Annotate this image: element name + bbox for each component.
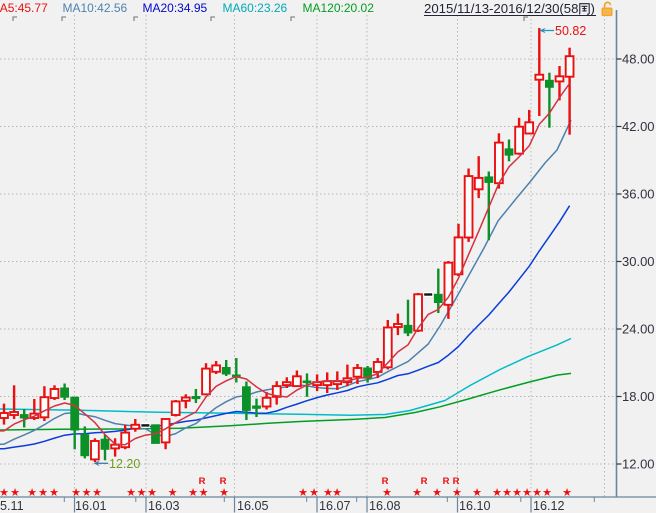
svg-text:★: ★ [502,487,512,499]
svg-text:R: R [382,476,389,487]
svg-text:★: ★ [188,487,198,499]
svg-text:18.00: 18.00 [622,389,655,404]
svg-text:42.00: 42.00 [622,119,655,134]
svg-text:★: ★ [137,487,147,499]
svg-text:16.08: 16.08 [369,499,401,513]
svg-text:16.03: 16.03 [148,499,180,513]
svg-text:★: ★ [126,487,136,499]
svg-text:MA5:45.77: MA5:45.77 [0,1,48,15]
svg-text:★: ★ [199,487,209,499]
svg-text:12.00: 12.00 [622,457,655,472]
svg-text:★: ★ [542,487,552,499]
svg-text:15.11: 15.11 [0,499,24,513]
svg-text:★: ★ [432,487,442,499]
svg-text:★: ★ [309,487,319,499]
svg-text:MA60:23.26: MA60:23.26 [223,1,288,15]
svg-text:16.07: 16.07 [319,499,351,513]
svg-text:★: ★ [562,487,572,499]
svg-text:★: ★ [323,487,333,499]
svg-text:★: ★ [49,487,59,499]
svg-text:MA120:20.02: MA120:20.02 [303,1,375,15]
svg-text:★: ★ [412,487,422,499]
svg-text:★: ★ [10,487,20,499]
svg-text:30.00: 30.00 [622,254,655,269]
svg-text:16.12: 16.12 [533,499,565,513]
svg-text:★: ★ [472,487,482,499]
svg-text:R: R [199,476,206,487]
svg-text:36.00: 36.00 [622,187,655,202]
svg-text:★: ★ [532,487,542,499]
svg-text:★: ★ [219,487,229,499]
svg-text:16.01: 16.01 [75,499,107,513]
svg-text:★: ★ [147,487,157,499]
svg-text:12.20: 12.20 [109,457,140,471]
svg-text:★: ★ [522,487,532,499]
svg-text:R: R [220,476,227,487]
svg-text:★: ★ [0,487,9,499]
svg-text:16.10: 16.10 [459,499,491,513]
svg-text:★: ★ [452,487,462,499]
svg-text:MA20:34.95: MA20:34.95 [143,1,208,15]
svg-text:R: R [453,476,460,487]
svg-text:★: ★ [332,487,342,499]
svg-text:★: ★ [382,487,392,499]
svg-text:★: ★ [492,487,502,499]
svg-text:2015/11/13-2016/12/30(58: 2015/11/13-2016/12/30(58 [424,1,578,16]
svg-text:R: R [421,476,428,487]
svg-text:R: R [443,476,450,487]
svg-text:★: ★ [71,487,81,499]
svg-text:★: ★ [38,487,48,499]
svg-text:★: ★ [27,487,37,499]
svg-text:16.05: 16.05 [237,499,269,513]
svg-text:MA10:42.56: MA10:42.56 [63,1,128,15]
svg-text:50.82: 50.82 [555,24,586,38]
svg-text:★: ★ [82,487,92,499]
svg-text:★: ★ [92,487,102,499]
svg-text:★: ★ [168,487,178,499]
svg-text:): ) [591,1,595,16]
svg-text:48.00: 48.00 [622,52,655,67]
svg-text:★: ★ [298,487,308,499]
svg-text:24.00: 24.00 [622,322,655,337]
svg-text:★: ★ [512,487,522,499]
